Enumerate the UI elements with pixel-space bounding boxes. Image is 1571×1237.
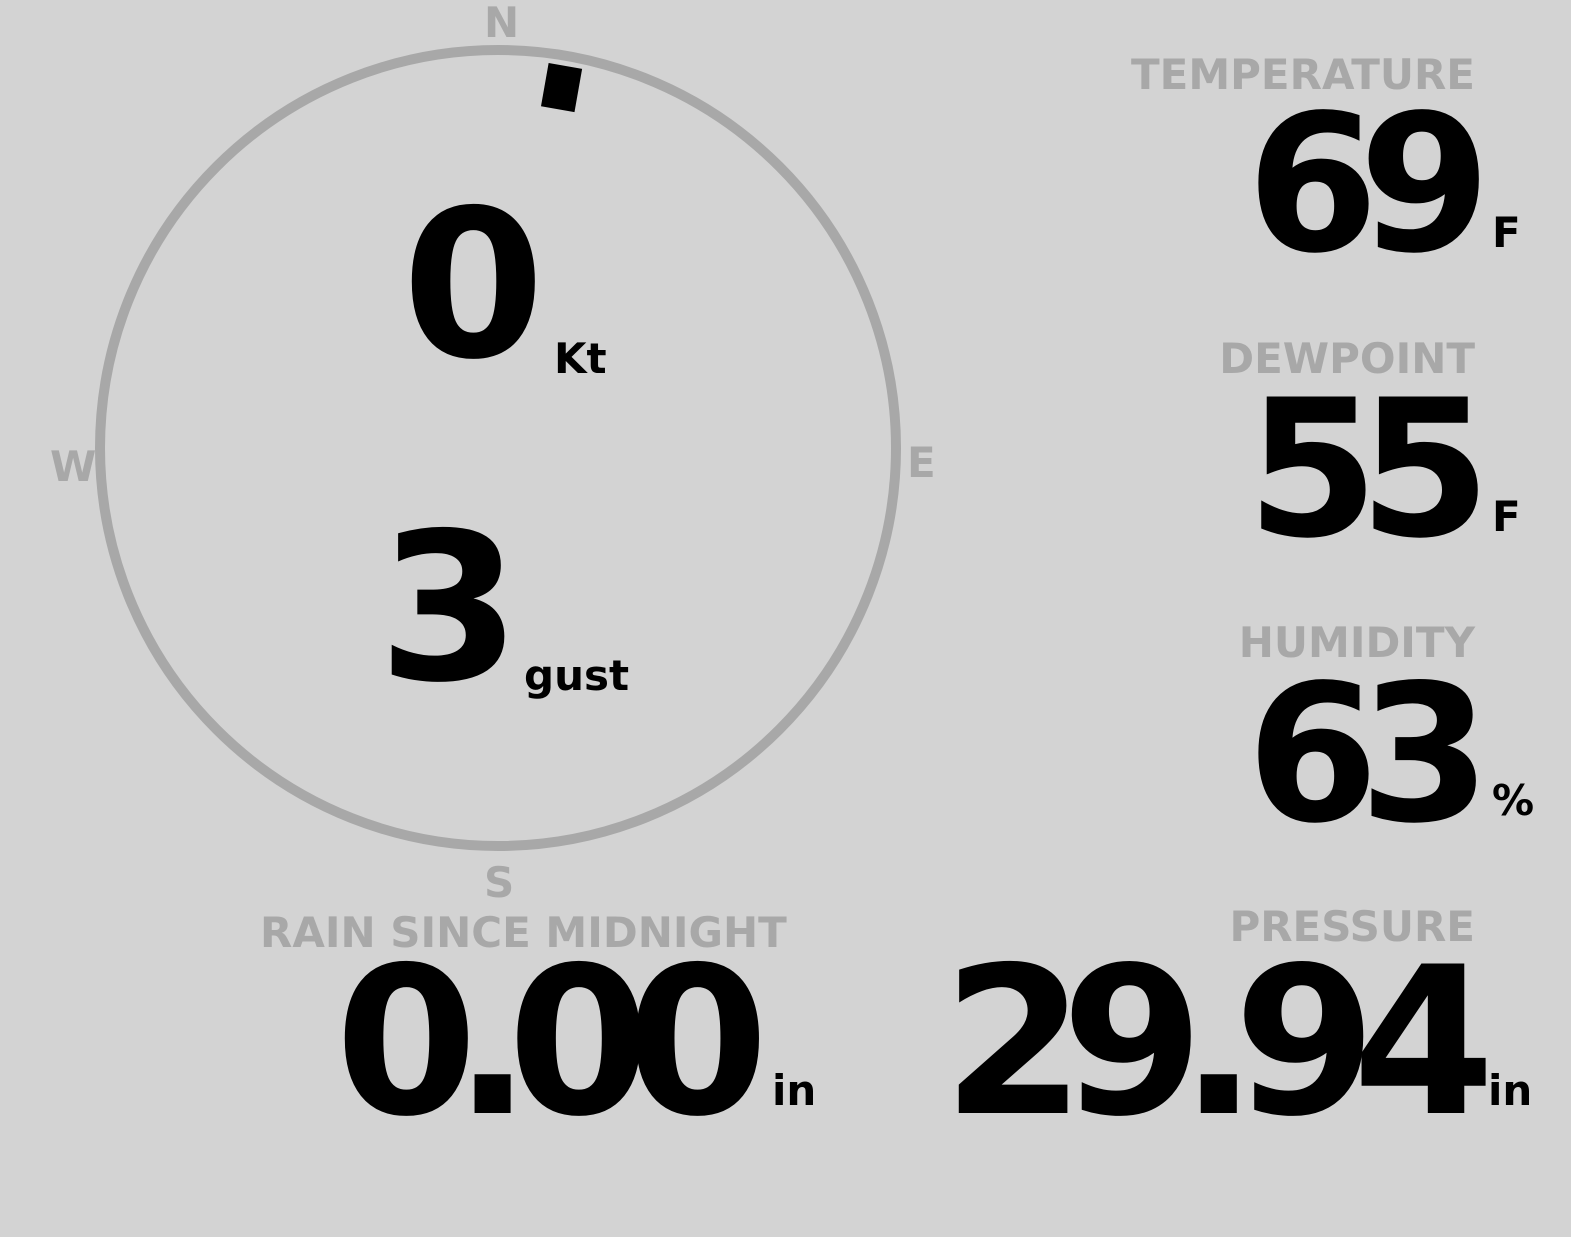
dewpoint-label: DEWPOINT — [1219, 334, 1475, 383]
humidity-unit: % — [1492, 776, 1535, 825]
wind-compass — [95, 45, 901, 851]
wind-gust-value: 3 — [378, 490, 521, 728]
dewpoint-value: 55 — [1246, 359, 1491, 580]
compass-south: S — [484, 858, 515, 907]
pressure-unit: in — [1488, 1066, 1533, 1115]
rain-unit: in — [772, 1066, 817, 1115]
rain-label: RAIN SINCE MIDNIGHT — [260, 908, 787, 957]
humidity-value: 63 — [1246, 644, 1491, 865]
temperature-value: 69 — [1246, 74, 1491, 295]
compass-ring — [95, 45, 901, 851]
temperature-unit: F — [1492, 208, 1521, 257]
compass-east: E — [907, 438, 936, 487]
pressure-value: 29.94 — [942, 924, 1495, 1162]
wind-gust-unit: gust — [524, 651, 630, 700]
dewpoint-unit: F — [1492, 492, 1521, 541]
compass-north: N — [484, 0, 520, 47]
compass-west: W — [50, 442, 97, 491]
wind-speed-value: 0 — [402, 167, 545, 405]
wind-speed-unit: Kt — [554, 334, 607, 383]
wind-direction-marker — [540, 62, 583, 113]
temperature-label: TEMPERATURE — [1131, 50, 1475, 99]
pressure-label: PRESSURE — [1229, 902, 1475, 951]
humidity-label: HUMIDITY — [1238, 618, 1475, 667]
rain-value: 0.00 — [335, 924, 769, 1162]
